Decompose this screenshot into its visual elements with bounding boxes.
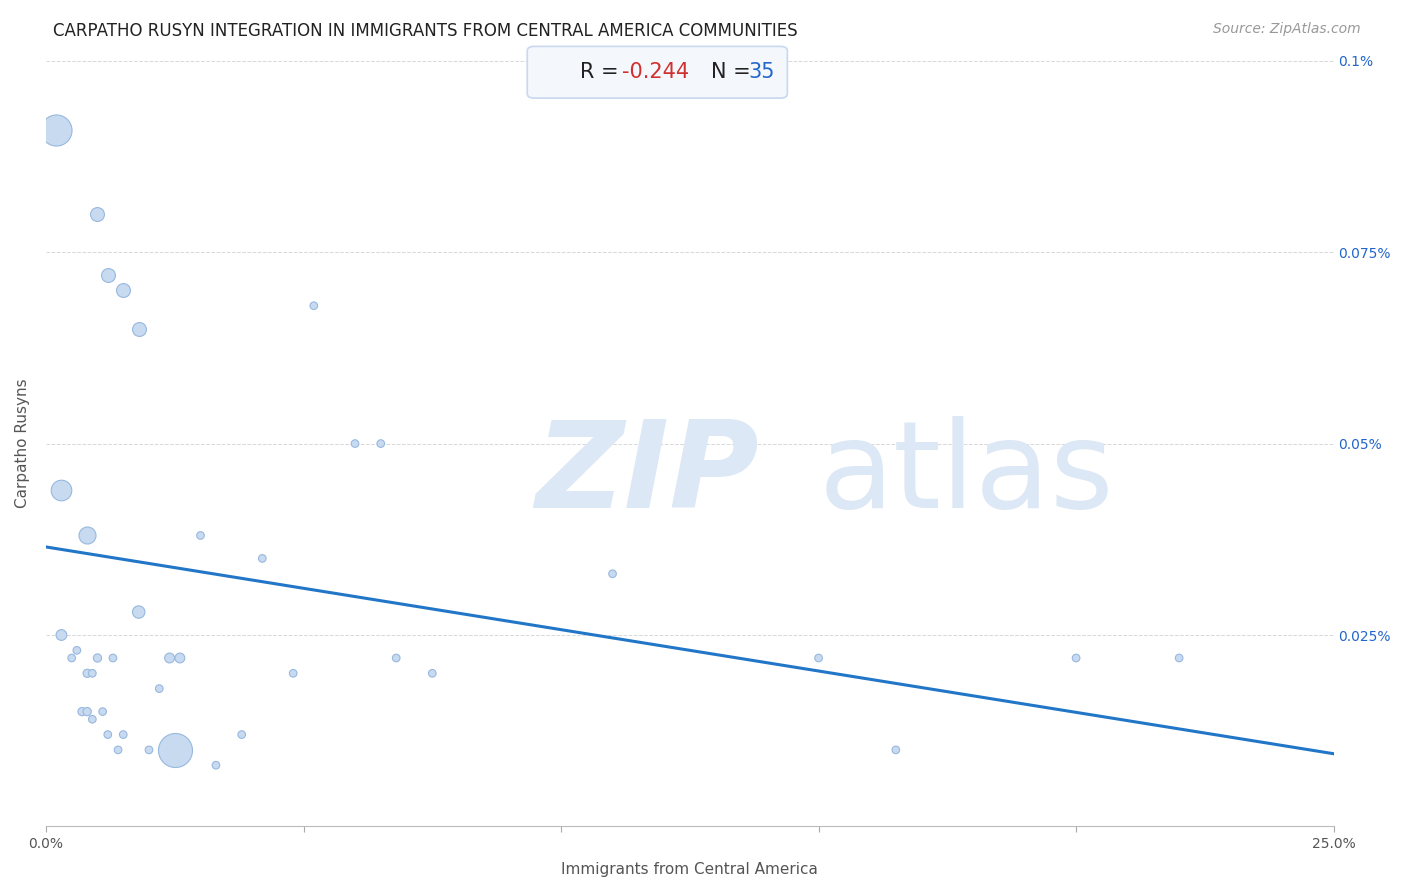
Point xyxy=(138,743,160,757)
Text: ZIP: ZIP xyxy=(536,416,759,533)
Point xyxy=(163,743,186,757)
Text: N =: N = xyxy=(711,62,756,82)
Point xyxy=(112,728,135,742)
Text: -0.244: -0.244 xyxy=(621,62,689,82)
Point xyxy=(70,705,93,719)
Point xyxy=(169,651,191,665)
Point xyxy=(283,666,305,681)
Point xyxy=(128,605,150,619)
Point xyxy=(97,728,120,742)
Point xyxy=(76,705,98,719)
Point xyxy=(91,705,114,719)
Text: R =: R = xyxy=(581,62,626,82)
Point xyxy=(51,483,73,497)
Point xyxy=(1168,651,1191,665)
Point xyxy=(190,528,212,542)
Point xyxy=(107,743,129,757)
Point xyxy=(82,666,104,681)
Point xyxy=(55,483,77,497)
Point xyxy=(231,728,253,742)
Point xyxy=(82,712,104,726)
Point xyxy=(112,284,135,298)
Point xyxy=(159,651,181,665)
Point xyxy=(1064,651,1087,665)
Point xyxy=(60,651,83,665)
Point xyxy=(884,743,907,757)
Point xyxy=(252,551,274,566)
Text: Source: ZipAtlas.com: Source: ZipAtlas.com xyxy=(1213,22,1361,37)
Point xyxy=(86,651,108,665)
Point xyxy=(807,651,830,665)
Point xyxy=(420,666,443,681)
Point xyxy=(370,436,392,450)
Point xyxy=(86,207,108,221)
Point xyxy=(51,628,73,642)
Point xyxy=(66,643,89,657)
Text: 35: 35 xyxy=(748,62,775,82)
Point xyxy=(97,268,120,282)
Text: CARPATHO RUSYN INTEGRATION IN IMMIGRANTS FROM CENTRAL AMERICA COMMUNITIES: CARPATHO RUSYN INTEGRATION IN IMMIGRANTS… xyxy=(53,22,799,40)
Point xyxy=(602,566,624,581)
Point xyxy=(101,651,124,665)
Point xyxy=(385,651,408,665)
Point xyxy=(205,758,228,772)
Point xyxy=(302,299,325,313)
Point xyxy=(343,436,366,450)
Y-axis label: Carpatho Rusyns: Carpatho Rusyns xyxy=(15,379,30,508)
Text: atlas: atlas xyxy=(818,416,1114,533)
Point xyxy=(128,321,150,335)
Point xyxy=(76,666,98,681)
X-axis label: Immigrants from Central America: Immigrants from Central America xyxy=(561,862,818,877)
Point xyxy=(45,122,67,136)
Point xyxy=(148,681,170,696)
Point xyxy=(76,528,98,542)
